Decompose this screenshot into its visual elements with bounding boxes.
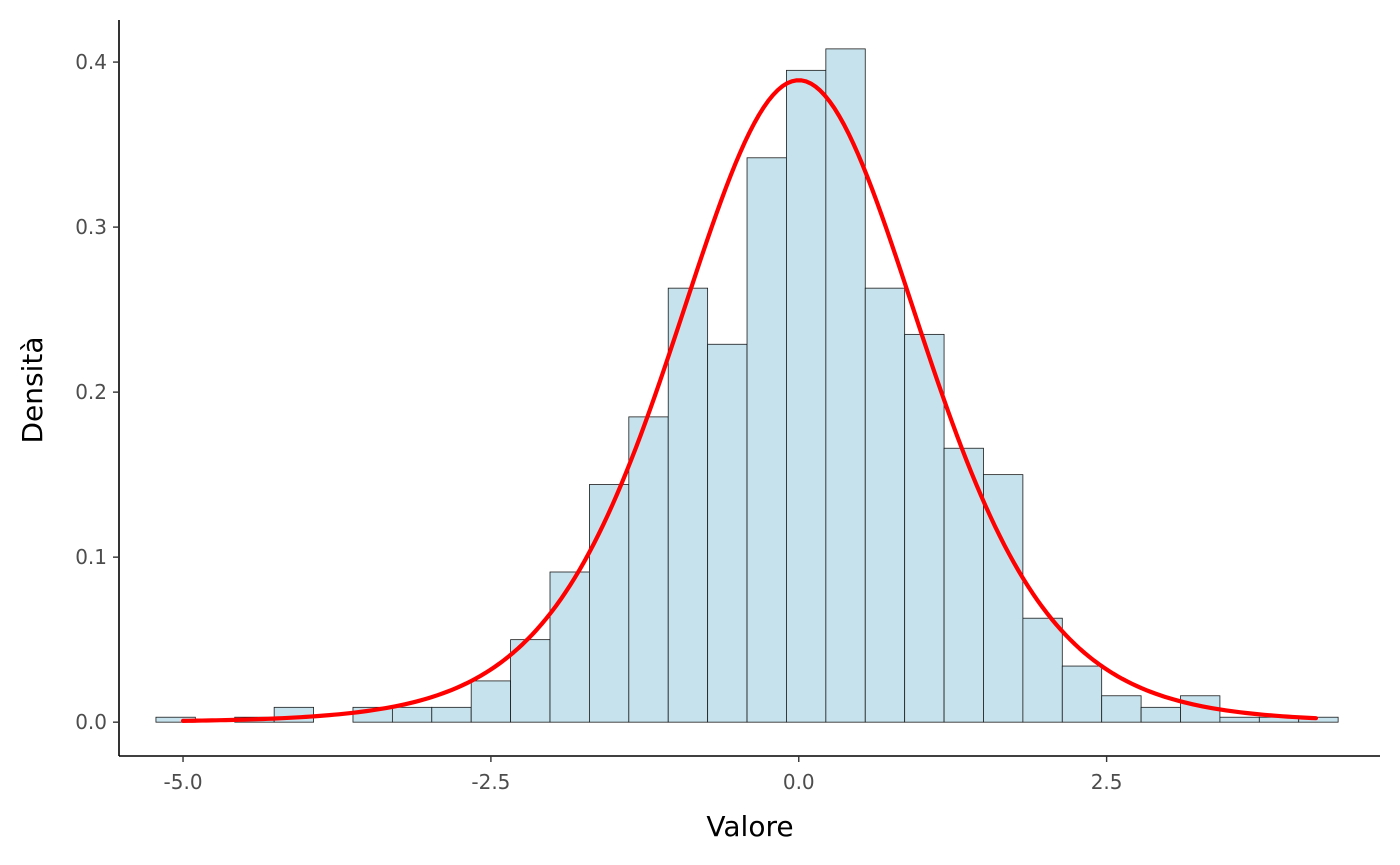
y-axis-title: Densità bbox=[16, 336, 49, 443]
histogram-bar bbox=[1022, 617, 1063, 723]
histogram-bar bbox=[1061, 665, 1103, 723]
y-tick-label: 0.0 bbox=[75, 710, 107, 734]
histogram-bar bbox=[786, 69, 827, 723]
histogram-bar bbox=[746, 157, 787, 723]
histogram-bar bbox=[431, 706, 472, 723]
histogram-bar bbox=[1219, 716, 1260, 723]
histogram-bar bbox=[549, 571, 590, 723]
histogram-bar bbox=[667, 287, 709, 723]
x-tick-label: -2.5 bbox=[471, 770, 510, 794]
histogram-bar bbox=[707, 343, 748, 723]
histogram-bar bbox=[904, 333, 945, 723]
x-tick-label: -5.0 bbox=[164, 770, 203, 794]
y-axis-ticks: 0.0 0.1 0.2 0.3 0.4 bbox=[75, 50, 119, 734]
y-tick-label: 0.4 bbox=[75, 50, 107, 74]
histogram-bar bbox=[1101, 695, 1142, 723]
y-tick-label: 0.3 bbox=[75, 215, 107, 239]
y-tick-label: 0.2 bbox=[75, 380, 107, 404]
density-curve-layer bbox=[180, 78, 1319, 723]
x-tick-label: 2.5 bbox=[1091, 770, 1123, 794]
x-axis-ticks: -5.0 -2.5 0.0 2.5 bbox=[164, 756, 1123, 794]
histogram-bar bbox=[825, 48, 866, 723]
histogram-bar bbox=[628, 416, 669, 723]
y-tick-label: 0.1 bbox=[75, 545, 107, 569]
histogram-bars bbox=[155, 48, 1339, 723]
histogram-bar bbox=[1140, 706, 1181, 723]
axes bbox=[118, 20, 1380, 757]
histogram-bar bbox=[589, 484, 630, 723]
histogram-bar bbox=[1298, 716, 1339, 723]
x-axis-title: Valore bbox=[706, 810, 793, 843]
density-curve bbox=[180, 78, 1319, 723]
histogram-bar bbox=[510, 639, 551, 723]
histogram-bar bbox=[470, 680, 511, 723]
histogram-bar bbox=[864, 287, 906, 723]
histogram-bar bbox=[391, 706, 433, 723]
x-tick-label: 0.0 bbox=[783, 770, 815, 794]
